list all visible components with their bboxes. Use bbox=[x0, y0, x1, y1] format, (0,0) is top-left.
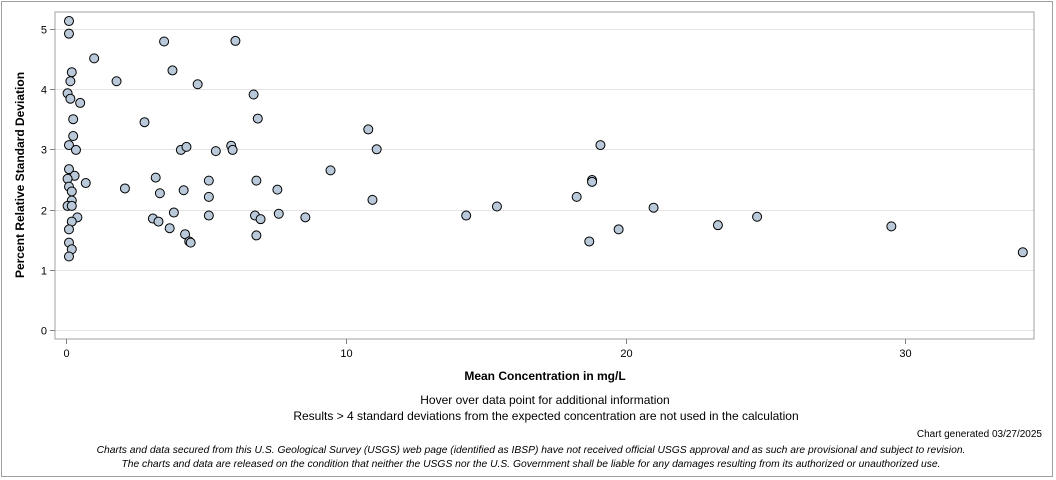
data-point bbox=[119, 183, 130, 194]
data-point bbox=[367, 194, 378, 205]
data-point bbox=[251, 230, 262, 241]
data-point bbox=[1017, 247, 1028, 258]
data-point bbox=[255, 214, 266, 225]
data-point bbox=[63, 140, 74, 151]
grid-lines bbox=[55, 29, 1034, 331]
data-point bbox=[68, 114, 79, 125]
data-point bbox=[154, 188, 165, 199]
data-point bbox=[153, 216, 164, 227]
exclusion-note: Results > 4 standard deviations from the… bbox=[293, 409, 799, 423]
data-point bbox=[613, 224, 624, 235]
data-point bbox=[252, 113, 263, 124]
data-point bbox=[595, 140, 606, 151]
data-point bbox=[648, 202, 659, 213]
data-point bbox=[65, 93, 76, 104]
data-point bbox=[571, 191, 582, 202]
data-point bbox=[111, 76, 122, 87]
data-point bbox=[70, 144, 81, 155]
x-tick-label: 10 bbox=[340, 348, 352, 360]
y-tick-label: 3 bbox=[41, 145, 47, 157]
generated-date: Chart generated 03/27/2025 bbox=[916, 429, 1042, 440]
data-point bbox=[363, 124, 374, 135]
data-point bbox=[752, 211, 763, 222]
data-point bbox=[587, 176, 598, 187]
y-tick-label: 0 bbox=[41, 326, 47, 338]
data-point bbox=[203, 210, 214, 221]
data-point bbox=[89, 53, 100, 64]
data-point bbox=[584, 236, 595, 247]
data-point bbox=[272, 184, 283, 195]
data-point bbox=[139, 117, 150, 128]
data-point bbox=[63, 251, 74, 262]
data-point bbox=[168, 207, 179, 218]
data-point bbox=[66, 186, 77, 197]
disclaimer-line-2: The charts and data are released on the … bbox=[121, 458, 941, 470]
y-tick-label: 5 bbox=[41, 25, 47, 37]
x-tick-label: 20 bbox=[620, 348, 632, 360]
data-point bbox=[491, 201, 502, 212]
data-point bbox=[371, 144, 382, 155]
x-tick-label: 0 bbox=[63, 348, 69, 360]
data-point bbox=[63, 16, 74, 27]
data-point bbox=[178, 185, 189, 196]
data-point bbox=[192, 79, 203, 90]
disclaimer: Charts and data secured from this U.S. G… bbox=[0, 444, 1056, 471]
data-point bbox=[159, 36, 170, 47]
disclaimer-line-1: Charts and data secured from this U.S. G… bbox=[96, 445, 966, 456]
data-points bbox=[62, 16, 1028, 262]
data-point bbox=[68, 131, 79, 142]
axes: 0 1 2 3 4 5 0 10 20 30 bbox=[41, 11, 1035, 360]
data-point bbox=[80, 178, 91, 189]
data-point bbox=[63, 164, 74, 175]
data-point bbox=[300, 212, 311, 223]
data-point bbox=[63, 28, 74, 39]
data-point bbox=[181, 141, 192, 152]
data-point bbox=[63, 224, 74, 235]
data-point bbox=[248, 89, 259, 100]
data-point bbox=[461, 210, 472, 221]
data-point bbox=[325, 165, 336, 176]
y-axis-label: Percent Relative Standard Deviation bbox=[13, 71, 27, 279]
data-point bbox=[167, 65, 178, 76]
x-axis-label: Mean Concentration in mg/L bbox=[464, 369, 626, 383]
data-point bbox=[712, 220, 723, 231]
data-point bbox=[251, 175, 262, 186]
data-point bbox=[203, 175, 214, 186]
y-tick-label: 2 bbox=[41, 206, 47, 218]
data-point bbox=[230, 35, 241, 46]
data-point bbox=[66, 200, 77, 211]
data-point bbox=[210, 146, 221, 157]
data-point bbox=[203, 191, 214, 202]
data-point bbox=[66, 67, 77, 78]
data-point bbox=[150, 172, 161, 183]
data-point bbox=[75, 97, 86, 108]
data-point bbox=[180, 229, 191, 240]
x-tick-label: 30 bbox=[899, 348, 911, 360]
data-point bbox=[185, 237, 196, 248]
data-point bbox=[65, 76, 76, 87]
data-point bbox=[227, 144, 238, 155]
data-point bbox=[273, 208, 284, 219]
y-tick-label: 1 bbox=[41, 266, 47, 278]
y-tick-label: 4 bbox=[41, 85, 47, 97]
data-point bbox=[164, 223, 175, 234]
hover-note: Hover over data point for additional inf… bbox=[420, 393, 670, 407]
data-point bbox=[886, 221, 897, 232]
plot-area-border bbox=[54, 11, 1035, 340]
